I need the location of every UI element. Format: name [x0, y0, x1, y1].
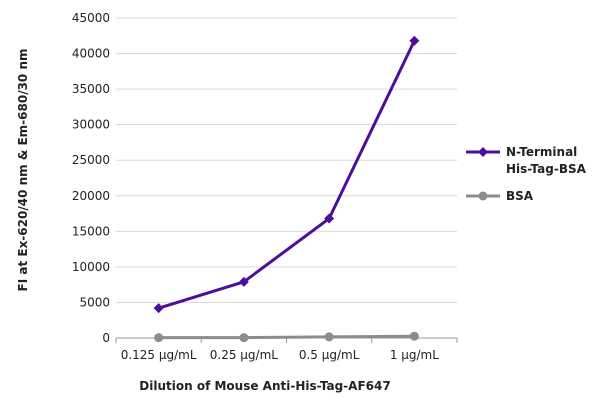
legend-label: N-Terminal His-Tag-BSA [506, 145, 587, 176]
y-tick-label: 45000 [72, 11, 110, 25]
data-point [153, 303, 164, 314]
legend-item-1: N-Terminal His-Tag-BSA [466, 145, 587, 176]
data-point [324, 332, 334, 342]
data-point [239, 333, 249, 343]
y-tick-label: 5000 [79, 295, 110, 309]
legend-swatch-marker [478, 191, 488, 201]
y-axis-title: FI at Ex-620/40 nm & Em-680/30 nm [16, 49, 30, 292]
y-tick-label: 0 [102, 331, 110, 345]
legend-swatch-marker [478, 147, 488, 157]
data-point [154, 333, 164, 343]
x-tick-label: 1 µg/mL [390, 348, 439, 362]
legend: N-Terminal His-Tag-BSA BSA [466, 145, 587, 203]
x-tick-label: 0.5 µg/mL [299, 348, 360, 362]
series-1 [153, 35, 420, 314]
data-point [409, 35, 420, 46]
series-2 [154, 331, 419, 343]
legend-item-2: BSA [466, 189, 534, 203]
y-tick-label: 35000 [72, 82, 110, 96]
y-axis-tick-labels: 0 5000 10000 15000 20000 25000 30000 35000 40000… [72, 11, 110, 345]
y-tick-label: 20000 [72, 189, 110, 203]
data-point [324, 213, 335, 224]
x-tick-label: 0.125 µg/mL [121, 348, 197, 362]
data-point [409, 331, 419, 341]
y-tick-label: 15000 [72, 224, 110, 238]
grid-lines [116, 17, 457, 303]
y-tick-label: 30000 [72, 118, 110, 132]
y-tick-label: 25000 [72, 153, 110, 167]
series-lines [153, 35, 420, 343]
x-tick-label: 0.25 µg/mL [210, 348, 279, 362]
data-point [238, 276, 249, 287]
legend-label: BSA [506, 189, 534, 203]
y-tick-label: 40000 [72, 47, 110, 61]
y-tick-label: 10000 [72, 260, 110, 274]
x-axis-tick-labels: 0.125 µg/mL 0.25 µg/mL 0.5 µg/mL 1 µg/mL [121, 348, 440, 362]
series-line [158, 334, 415, 340]
series-line [158, 40, 416, 310]
x-axis-title: Dilution of Mouse Anti-His-Tag-AF647 [139, 379, 390, 393]
